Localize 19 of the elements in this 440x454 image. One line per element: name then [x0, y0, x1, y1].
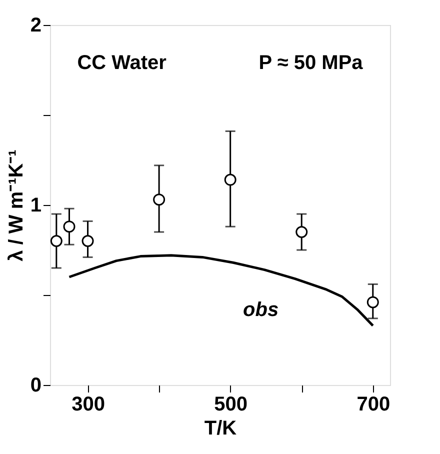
x-tick-label: 700: [356, 394, 390, 416]
x-tick-label: 500: [214, 394, 248, 416]
point: [63, 220, 76, 233]
point: [82, 235, 94, 247]
y-tick-label: 1: [30, 194, 42, 216]
point: [224, 174, 236, 186]
point: [50, 235, 62, 247]
annotation: obs: [243, 299, 279, 321]
x-axis-title: T/K: [204, 418, 238, 440]
x-tick-label: 300: [72, 394, 105, 416]
point: [153, 194, 166, 206]
y-tick-label: 0: [30, 374, 42, 396]
y-tick-label: 2: [30, 14, 42, 36]
line-series: [68, 254, 374, 327]
y-axis-title: λ / W m⁻¹K⁻¹: [5, 149, 28, 262]
point: [366, 296, 379, 308]
annotation: P ≈ 50 MPa: [258, 52, 364, 74]
point: [296, 226, 308, 238]
annotation: CC Water: [77, 52, 167, 74]
